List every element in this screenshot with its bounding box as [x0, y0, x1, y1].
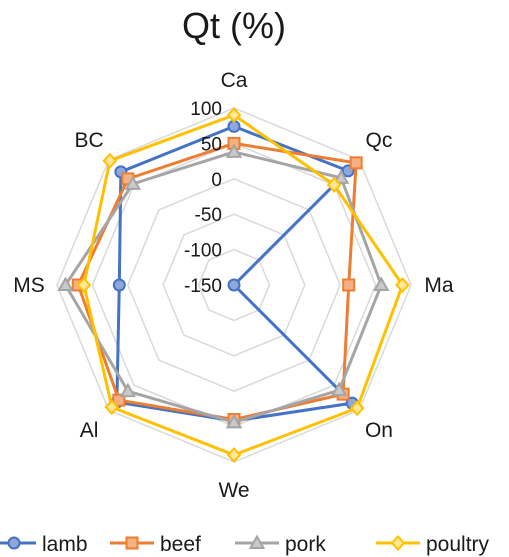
legend-label-pork: pork: [285, 533, 326, 556]
legend-entry-lamb: lamb: [0, 533, 88, 556]
radar-series: [57, 107, 410, 463]
grid-ring-50: [162, 213, 306, 357]
data-point-pork-we: [225, 413, 243, 429]
data-point-poultry-we: [226, 446, 242, 463]
chart-title: Qt (%): [182, 5, 286, 46]
data-point-pork-ma: [373, 276, 390, 291]
tick-label-100: 100: [190, 99, 222, 120]
legend-label-poultry: poultry: [426, 533, 490, 556]
radial-tick-labels: 100 50 0 -50 -100 -150: [184, 99, 222, 297]
axis-label-ca: Ca: [221, 69, 248, 92]
legend-swatch-marker-beef: [125, 536, 139, 550]
data-point-pork-ca: [225, 143, 243, 158]
tick-label-100: -100: [184, 241, 222, 262]
data-point-poultry-ca: [226, 107, 242, 124]
data-point-pork-al: [119, 382, 137, 398]
tick-label-50: 50: [201, 134, 222, 155]
axis-label-on: On: [365, 419, 393, 442]
legend-label-beef: beef: [160, 533, 201, 556]
axis-label-ms: MS: [13, 274, 45, 297]
tick-label-0: 0: [211, 170, 222, 191]
legend-swatch-marker-lamb: [7, 536, 21, 550]
data-point-poultry-on: [349, 400, 365, 417]
grid-ring-100: [197, 248, 271, 322]
data-point-poultry-ma: [395, 277, 410, 293]
data-point-poultry-bc: [102, 152, 118, 169]
grid-ring-0: [126, 177, 342, 393]
data-point-pork-bc: [124, 175, 142, 190]
data-point-pork-ms: [57, 276, 74, 291]
data-point-poultry-ms: [76, 277, 92, 293]
data-point-lamb-ms: [112, 278, 126, 292]
data-point-beef-qc: [349, 156, 363, 170]
legend-entry-beef: beef: [110, 533, 201, 556]
legend: lamb beef pork poultry: [0, 533, 490, 556]
legend-label-lamb: lamb: [42, 533, 88, 556]
data-point-beef-al: [112, 393, 126, 407]
tick-label-50: -50: [195, 205, 222, 226]
data-point-pork-qc: [332, 169, 350, 184]
data-point-beef-ma: [342, 278, 356, 292]
axis-label-bc: BC: [74, 129, 103, 152]
data-point-poultry-al: [104, 399, 120, 416]
axis-label-we: We: [218, 479, 249, 502]
series-lamb: [110, 119, 359, 428]
axis-label-ma: Ma: [424, 274, 453, 297]
data-point-poultry-qc: [326, 176, 342, 193]
axis-label-qc: Qc: [366, 129, 393, 152]
legend-swatch-marker-pork: [248, 534, 266, 549]
legend-swatch-marker-poultry: [390, 535, 406, 551]
legend-entry-pork: pork: [235, 533, 326, 556]
series-poultry: [76, 107, 410, 463]
axis-label-al: Al: [80, 419, 99, 442]
tick-label-150: -150: [184, 276, 222, 297]
data-point-lamb-ma: [227, 278, 241, 292]
legend-entry-poultry: poultry: [376, 533, 490, 556]
data-point-pork-on: [330, 381, 348, 397]
axis-labels: Ca Qc Ma On We Al MS BC: [13, 69, 454, 502]
